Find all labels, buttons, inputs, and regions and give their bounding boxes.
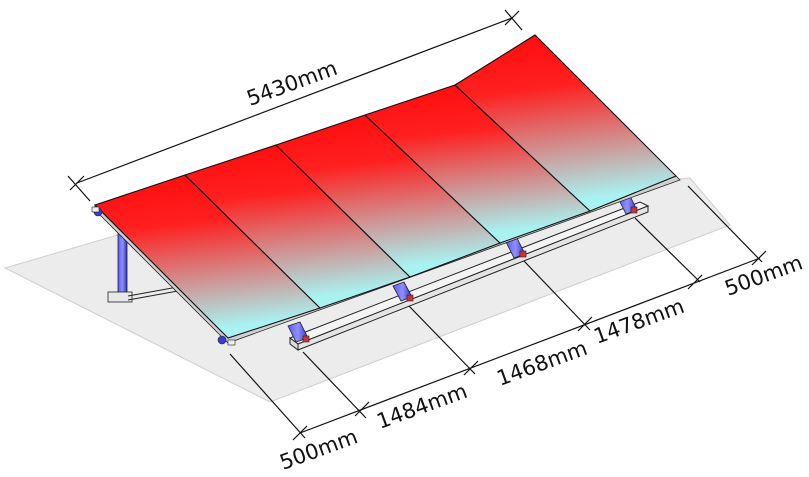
dimension-chain: [229, 185, 767, 441]
panel-5: [454, 34, 677, 212]
corner-clamps: [91, 206, 236, 346]
front-rail: [288, 201, 650, 351]
dimension-front-right-label: 500mm: [722, 250, 806, 300]
dimension-front-left-label: 500mm: [277, 424, 361, 474]
dimension-overall: [67, 9, 523, 202]
solar-panels: [93, 34, 677, 339]
dimension-spacing-3-label: 1478mm: [591, 294, 688, 349]
dimension-spacing-2-label: 1468mm: [494, 336, 591, 391]
dimension-overall-label: 5430mm: [244, 56, 341, 111]
